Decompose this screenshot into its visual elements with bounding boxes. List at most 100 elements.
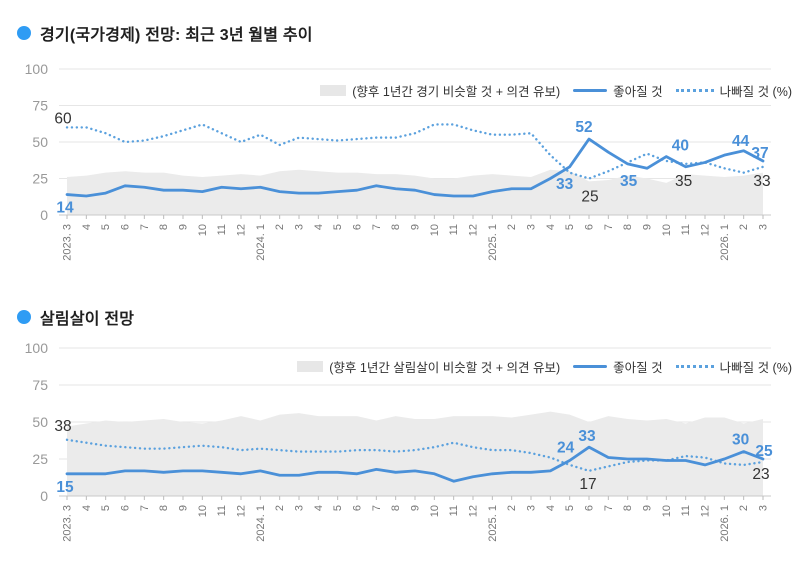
x-tick-label: 5 bbox=[564, 505, 576, 511]
x-tick-label: 8 bbox=[622, 505, 634, 511]
livelihood-chart-title-text: 살림살이 전망 bbox=[40, 311, 135, 328]
data-label: 25 bbox=[581, 189, 598, 206]
y-tick-label: 100 bbox=[25, 61, 49, 77]
legend-worse-label: 나빠질 것 (%) bbox=[719, 85, 792, 99]
x-tick-label: 5 bbox=[564, 224, 576, 230]
x-tick-label: 5 bbox=[332, 224, 344, 230]
y-tick-label: 75 bbox=[32, 98, 48, 114]
data-label: 15 bbox=[56, 479, 74, 496]
legend-item-better: 좋아질 것 bbox=[573, 81, 663, 100]
x-tick-label: 12 bbox=[468, 505, 480, 517]
data-label: 23 bbox=[752, 466, 769, 483]
x-tick-label: 8 bbox=[622, 224, 634, 230]
economy-chart-title-text: 경기(국가경제) 전망: 최근 3년 월별 추이 bbox=[40, 27, 313, 44]
x-tick-label: 11 bbox=[216, 505, 228, 516]
x-tick-label: 7 bbox=[371, 224, 383, 230]
x-tick-label: 11 bbox=[680, 505, 692, 516]
solid-line-sample bbox=[573, 365, 608, 368]
data-label: 38 bbox=[54, 418, 71, 435]
better-solid-line bbox=[65, 137, 765, 198]
x-tick-label: 6 bbox=[352, 505, 364, 511]
x-tick-label: 2 bbox=[274, 505, 286, 511]
x-tick-label: 3 bbox=[294, 224, 306, 230]
legend-similar-label: (향후 1년간 살림살이 비슷할 것 + 의견 유보) bbox=[329, 361, 561, 375]
data-label: 25 bbox=[755, 443, 773, 460]
x-tick-label: 10 bbox=[429, 224, 441, 236]
x-tick-label: 9 bbox=[410, 505, 422, 511]
data-label: 35 bbox=[620, 173, 638, 190]
x-tick-label: 5 bbox=[100, 224, 112, 230]
x-tick-label: 3 bbox=[526, 505, 538, 511]
band-swatch bbox=[297, 361, 324, 372]
x-tick-label: 2024. 1 bbox=[255, 224, 267, 261]
data-label: 24 bbox=[557, 439, 575, 456]
y-tick-label: 100 bbox=[25, 340, 49, 356]
legend-item-worse: 나빠질 것 (%) bbox=[675, 81, 792, 100]
x-tick-label: 8 bbox=[158, 224, 170, 230]
dotted-line-sample bbox=[675, 89, 714, 92]
x-tick-label: 7 bbox=[139, 505, 151, 511]
x-tick-label: 9 bbox=[642, 224, 654, 230]
x-tick-label: 9 bbox=[178, 224, 190, 230]
livelihood-chart-title: 살림살이 전망 bbox=[17, 305, 134, 329]
x-tick-label: 11 bbox=[448, 505, 460, 516]
x-tick-label: 9 bbox=[642, 505, 654, 511]
legend-better-label: 좋아질 것 bbox=[613, 85, 663, 99]
x-tick-label: 2 bbox=[506, 224, 518, 230]
y-tick-label: 50 bbox=[32, 414, 48, 430]
x-tick-label: 6 bbox=[584, 224, 596, 230]
x-tick-label: 10 bbox=[197, 505, 209, 517]
x-tick-label: 4 bbox=[545, 505, 557, 511]
x-tick-label: 6 bbox=[120, 224, 132, 230]
data-label: 35 bbox=[675, 173, 692, 190]
x-tick-label: 6 bbox=[120, 505, 132, 511]
x-tick-label: 12 bbox=[700, 224, 712, 236]
bullet-icon bbox=[17, 310, 31, 324]
dotted-line-sample bbox=[675, 365, 714, 368]
x-tick-label: 2023. 3 bbox=[62, 505, 74, 542]
x-tick-label: 3 bbox=[758, 224, 770, 230]
x-tick-label: 2 bbox=[738, 505, 750, 511]
data-label: 37 bbox=[751, 145, 768, 162]
x-tick-label: 2023. 3 bbox=[62, 224, 74, 261]
x-tick-label: 12 bbox=[468, 224, 480, 236]
x-tick-label: 4 bbox=[545, 224, 557, 230]
x-tick-label: 3 bbox=[758, 505, 770, 511]
data-label: 33 bbox=[556, 176, 574, 193]
x-tick-label: 4 bbox=[313, 224, 325, 230]
y-tick-label: 25 bbox=[32, 171, 48, 187]
data-label: 14 bbox=[56, 200, 74, 217]
x-tick-label: 12 bbox=[236, 505, 248, 517]
x-tick-label: 2 bbox=[274, 224, 286, 230]
x-tick-label: 7 bbox=[603, 224, 615, 230]
worse-dotted-line bbox=[65, 438, 765, 473]
x-tick-label: 2025. 1 bbox=[487, 505, 499, 542]
economy-chart-title: 경기(국가경제) 전망: 최근 3년 월별 추이 bbox=[17, 21, 313, 45]
x-tick-label: 7 bbox=[603, 505, 615, 511]
x-tick-label: 6 bbox=[584, 505, 596, 511]
x-tick-label: 6 bbox=[352, 224, 364, 230]
x-tick-label: 8 bbox=[390, 224, 402, 230]
x-tick-label: 2026. 1 bbox=[719, 224, 731, 261]
solid-line-sample bbox=[573, 89, 608, 92]
x-tick-label: 2025. 1 bbox=[487, 224, 499, 261]
x-tick-label: 3 bbox=[526, 224, 538, 230]
legend-item-better: 좋아질 것 bbox=[573, 357, 663, 376]
similar-band-area bbox=[67, 411, 763, 496]
legend-better-label: 좋아질 것 bbox=[613, 361, 663, 375]
similar-band-area bbox=[67, 169, 763, 215]
legend-worse-label: 나빠질 것 (%) bbox=[719, 361, 792, 375]
x-tick-label: 12 bbox=[700, 505, 712, 517]
bullet-icon bbox=[17, 26, 31, 40]
data-label: 17 bbox=[579, 476, 596, 493]
x-tick-label: 12 bbox=[236, 224, 248, 236]
x-tick-label: 4 bbox=[313, 505, 325, 511]
x-tick-label: 5 bbox=[332, 505, 344, 511]
x-tick-label: 4 bbox=[81, 505, 93, 511]
x-tick-label: 2026. 1 bbox=[719, 505, 731, 542]
x-tick-label: 9 bbox=[178, 505, 190, 511]
band-swatch bbox=[320, 85, 347, 96]
x-tick-label: 3 bbox=[294, 505, 306, 511]
